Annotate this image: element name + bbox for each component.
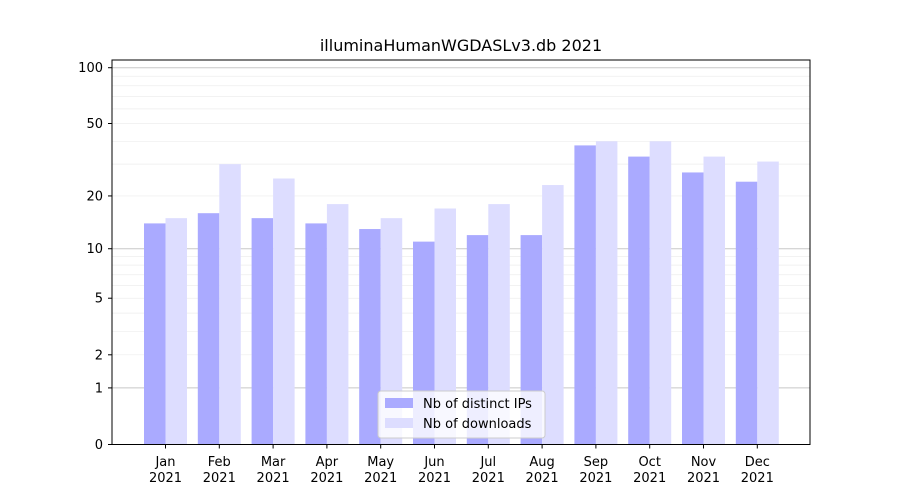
x-tick-label: 2021 <box>633 471 666 486</box>
y-axis: 0 1 2 5 10 20 50 100 <box>78 61 112 453</box>
legend-label: Nb of distinct IPs <box>423 397 532 412</box>
x-tick-label: Apr <box>316 455 339 470</box>
y-tick-label: 50 <box>86 117 103 132</box>
y-tick-label: 0 <box>95 438 103 453</box>
x-axis: Jan2021Feb2021Mar2021Apr2021May2021Jun20… <box>149 444 774 486</box>
bar-distinct-ips <box>144 223 166 445</box>
x-tick-label: 2021 <box>687 471 720 486</box>
bar-downloads <box>757 161 779 445</box>
y-tick-label: 1 <box>95 381 103 396</box>
chart-title: illuminaHumanWGDASLv3.db 2021 <box>320 36 602 55</box>
x-tick-label: Jul <box>479 455 496 470</box>
y-tick-label: 100 <box>78 61 103 76</box>
legend-swatch <box>385 418 413 428</box>
bar-distinct-ips <box>628 156 650 445</box>
bar-distinct-ips <box>574 145 596 445</box>
bar-downloads <box>434 208 456 445</box>
bar-downloads <box>380 218 403 445</box>
y-tick-label: 5 <box>95 292 103 307</box>
x-tick-label: Jun <box>423 455 444 470</box>
bar-distinct-ips <box>682 172 704 445</box>
bar-downloads <box>165 218 187 445</box>
bar-distinct-ips <box>251 218 274 445</box>
x-tick-label: 2021 <box>579 471 612 486</box>
x-tick-label: May <box>367 455 394 470</box>
x-tick-label: 2021 <box>418 471 451 486</box>
x-tick-label: 2021 <box>526 471 559 486</box>
bar-distinct-ips <box>305 223 327 445</box>
legend-box <box>377 390 546 439</box>
x-tick-label: Oct <box>638 455 660 470</box>
y-tick-label: 10 <box>86 242 103 257</box>
legend-label: Nb of downloads <box>423 417 532 432</box>
bar-distinct-ips <box>359 229 381 445</box>
x-tick-label: 2021 <box>310 471 343 486</box>
bar-downloads <box>219 164 241 445</box>
bar-distinct-ips <box>197 213 220 445</box>
x-tick-label: Sep <box>584 455 609 470</box>
x-tick-label: 2021 <box>257 471 290 486</box>
legend: Nb of distinct IPs Nb of downloads <box>377 390 546 439</box>
x-tick-label: 2021 <box>149 471 182 486</box>
legend-swatch <box>385 398 413 408</box>
bar-distinct-ips <box>735 181 758 445</box>
x-tick-label: Jan <box>154 455 175 470</box>
y-tick-label: 20 <box>86 189 103 204</box>
bar-downloads <box>703 156 725 445</box>
x-tick-label: 2021 <box>472 471 505 486</box>
x-tick-label: Nov <box>691 455 717 470</box>
plot-frame <box>111 59 811 445</box>
x-tick-label: Aug <box>529 455 554 470</box>
bar-downloads <box>273 178 295 445</box>
bar-downloads <box>649 141 672 445</box>
bar-downloads <box>488 204 510 445</box>
bar-downloads <box>542 185 564 445</box>
bar-downloads <box>326 204 349 445</box>
x-tick-label: 2021 <box>364 471 397 486</box>
x-tick-label: 2021 <box>741 471 774 486</box>
y-tick-label: 2 <box>95 348 103 363</box>
x-tick-label: Feb <box>208 455 231 470</box>
x-tick-label: 2021 <box>203 471 236 486</box>
bar-downloads <box>595 141 618 445</box>
x-tick-label: Dec <box>745 455 770 470</box>
x-tick-label: Mar <box>261 455 286 470</box>
